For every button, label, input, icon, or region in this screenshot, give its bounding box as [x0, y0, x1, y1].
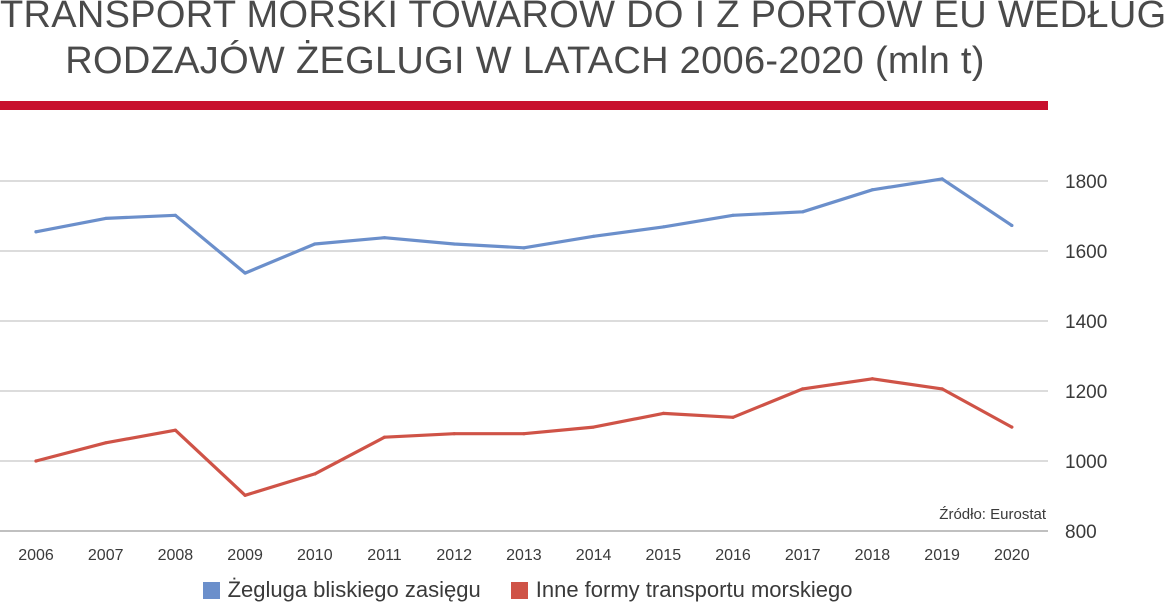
- x-tick-label-2018: 2018: [855, 547, 891, 564]
- series-2-point-2018: [870, 377, 875, 381]
- series-1-point-2020: [1010, 223, 1014, 228]
- x-tick-label-2006: 2006: [18, 547, 54, 564]
- series-2-point-2015: [661, 411, 665, 415]
- series-1-point-2015: [661, 225, 665, 229]
- chart-title-line-2: RODZAJÓW ŻEGLUGI W LATACH 2006-2020 (mln…: [65, 40, 985, 82]
- series-2-point-2017: [801, 387, 805, 391]
- x-tick-label-2013: 2013: [506, 547, 542, 564]
- series-2-point-2016: [731, 415, 735, 419]
- x-tick-label-2016: 2016: [715, 547, 751, 564]
- legend-item-short-sea: Żegluga bliskiego zasięgu: [202, 577, 481, 603]
- y-tick-label-1400: 1400: [1065, 312, 1107, 333]
- legend-item-other-transport: Inne formy transportu morskiego: [510, 577, 853, 603]
- x-axis-ticks: 2006 2007 2008 2009 2010 2011 2012 2013 2014 2015…: [18, 547, 1029, 564]
- series-1-point-2007: [104, 216, 108, 221]
- chart-title: TRANSPORT MORSKI TOWARÓW DO I Z PORTÓW E…: [0, 0, 1167, 84]
- series-1-point-2018: [870, 188, 875, 192]
- series-1-point-2006: [34, 230, 38, 234]
- title-accent-rule: [0, 101, 1048, 110]
- y-tick-label-800: 800: [1065, 522, 1097, 543]
- series-line-1: [34, 177, 1014, 275]
- x-tick-label-2009: 2009: [227, 547, 263, 564]
- chart-title-line-1: TRANSPORT MORSKI TOWARÓW DO I Z PORTÓW E…: [0, 0, 1167, 36]
- series-1-point-2011: [382, 236, 387, 240]
- series-1-point-2008: [173, 213, 177, 217]
- legend-swatch-short-sea: [202, 581, 220, 599]
- series-2-point-2012: [452, 432, 456, 436]
- legend-label-short-sea: Żegluga bliskiego zasięgu: [227, 577, 481, 602]
- series-2-point-2019: [940, 387, 944, 391]
- x-tick-label-2008: 2008: [158, 547, 194, 564]
- series-2-point-2020: [1010, 425, 1014, 429]
- x-tick-label-2020: 2020: [994, 547, 1030, 564]
- series-2-point-2011: [382, 435, 387, 439]
- series-2-point-2007: [104, 441, 108, 445]
- series-2-point-2008: [173, 428, 177, 432]
- series-2-point-2013: [522, 432, 526, 436]
- series-2-point-2006: [34, 459, 38, 463]
- legend-swatch-other-transport: [510, 581, 528, 599]
- legend: Żegluga bliskiego zasięgu Inne formy tra…: [0, 577, 1055, 603]
- x-tick-label-2015: 2015: [646, 547, 682, 564]
- y-axis-ticks: 800 1000 1200 1400 1600 1800: [1065, 172, 1107, 543]
- y-tick-label-1600: 1600: [1065, 242, 1107, 263]
- x-tick-label-2011: 2011: [367, 547, 402, 564]
- x-tick-label-2017: 2017: [785, 547, 821, 564]
- series-1-point-2017: [801, 210, 805, 214]
- series-1-point-2016: [731, 213, 735, 217]
- series-2-point-2014: [592, 425, 596, 429]
- series-2-point-2010: [313, 472, 317, 476]
- x-tick-label-2007: 2007: [88, 547, 124, 564]
- series-2-point-2009: [243, 493, 247, 497]
- y-tick-label-1000: 1000: [1065, 452, 1107, 473]
- x-tick-label-2010: 2010: [297, 547, 333, 564]
- series-1-point-2012: [452, 242, 456, 246]
- source-note: Źródło: Eurostat: [939, 506, 1047, 523]
- x-tick-label-2019: 2019: [924, 547, 960, 564]
- series-1-point-2013: [522, 246, 526, 250]
- grid-lines: [0, 180, 1048, 532]
- series-1-point-2019: [940, 177, 944, 181]
- x-tick-label-2012: 2012: [436, 547, 472, 564]
- series-lines: [34, 177, 1014, 497]
- y-tick-label-1800: 1800: [1065, 172, 1107, 193]
- x-tick-label-2014: 2014: [576, 547, 612, 564]
- series-1-point-2009: [243, 271, 247, 275]
- series-1-point-2010: [313, 242, 317, 246]
- legend-label-other-transport: Inne formy transportu morskiego: [535, 577, 853, 602]
- y-tick-label-1200: 1200: [1065, 382, 1107, 403]
- series-1-point-2014: [592, 234, 596, 238]
- series-line-2: [34, 377, 1014, 497]
